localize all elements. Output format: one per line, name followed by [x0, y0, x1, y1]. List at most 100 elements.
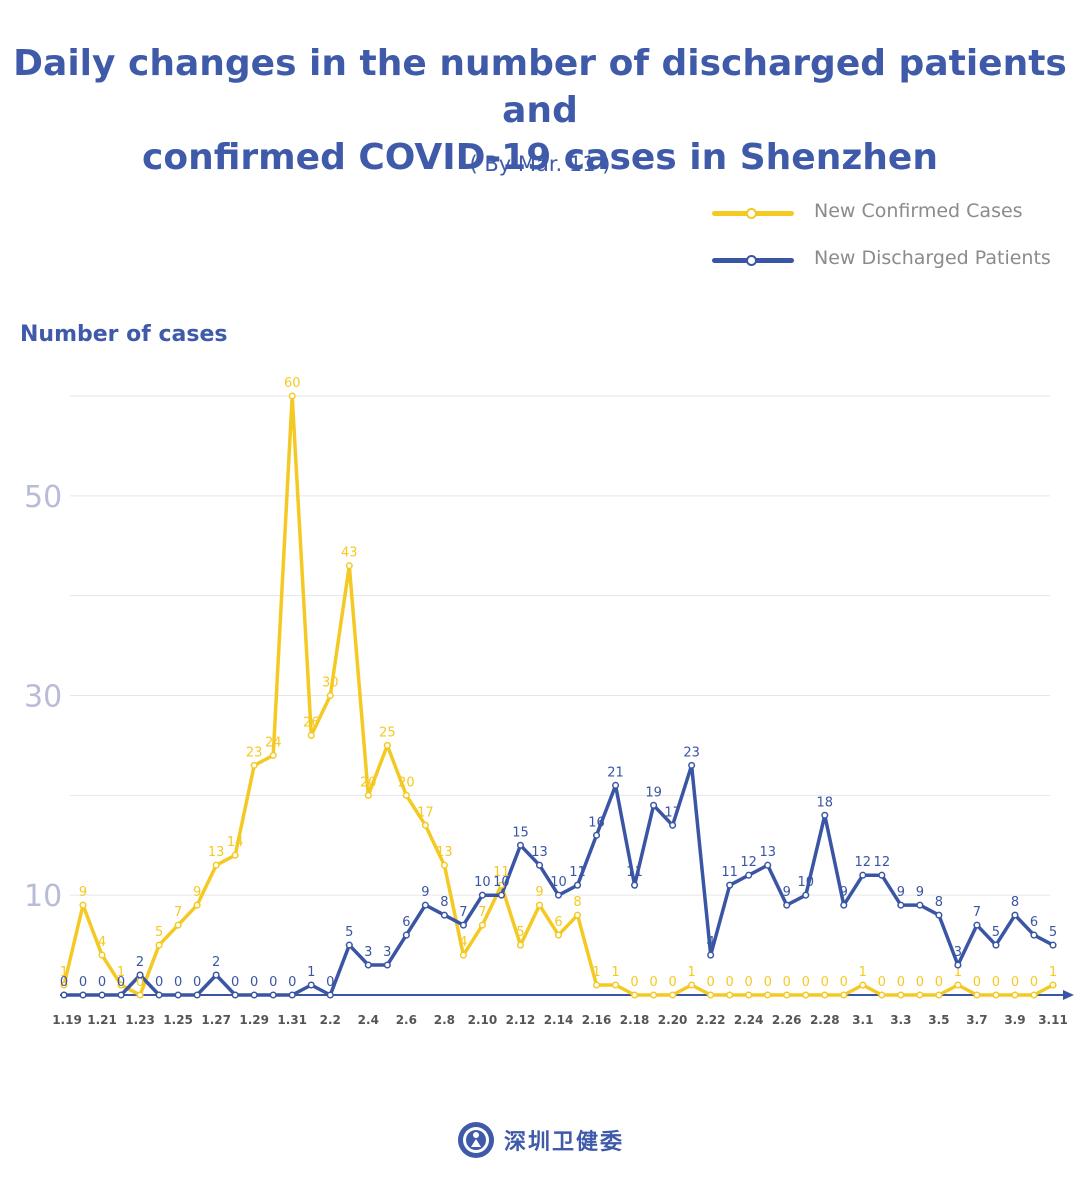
data-label-confirmed: 20: [360, 775, 377, 790]
data-point-confirmed: [688, 981, 696, 989]
data-label-confirmed: 0: [973, 975, 981, 990]
data-point-confirmed: [802, 991, 810, 999]
data-label-confirmed: 1: [60, 965, 68, 980]
data-point-confirmed: [231, 851, 239, 859]
data-point-discharged: [935, 911, 943, 919]
data-label-confirmed: 0: [726, 975, 734, 990]
data-label-discharged: 11: [569, 865, 586, 880]
data-point-confirmed: [212, 861, 220, 869]
data-label-confirmed: 9: [193, 885, 201, 900]
chart-title: Daily changes in the number of discharge…: [0, 40, 1080, 181]
data-point-confirmed: [364, 791, 372, 799]
data-label-confirmed: 0: [630, 975, 638, 990]
x-tick-label: 3.3: [890, 1013, 911, 1027]
data-label-confirmed: 0: [649, 975, 657, 990]
data-point-confirmed: [650, 991, 658, 999]
data-point-confirmed: [535, 901, 544, 909]
data-label-discharged: 0: [193, 975, 201, 990]
legend-marker-confirmed: [746, 208, 757, 219]
x-tick-label: 2.16: [582, 1013, 612, 1027]
data-label-confirmed: 0: [136, 975, 144, 990]
data-label-confirmed: 0: [935, 975, 943, 990]
data-point-discharged: [764, 861, 772, 869]
data-point-discharged: [98, 991, 106, 999]
data-point-discharged: [840, 901, 848, 909]
data-point-discharged: [478, 891, 486, 899]
x-tick-label: 1.19: [52, 1013, 82, 1027]
data-point-confirmed: [288, 392, 296, 400]
data-point-confirmed: [745, 991, 753, 999]
chart-title-line-2: confirmed COVID-19 cases in Shenzhen: [142, 137, 938, 178]
data-point-discharged: [707, 951, 715, 959]
data-point-discharged: [592, 831, 601, 839]
data-point-discharged: [1049, 941, 1057, 949]
data-point-discharged: [60, 991, 68, 999]
data-point-confirmed: [478, 921, 486, 929]
data-label-confirmed: 26: [303, 715, 320, 730]
data-label-confirmed: 0: [802, 975, 810, 990]
y-tick-label: 50: [24, 480, 62, 515]
data-label-confirmed: 0: [668, 975, 676, 990]
data-point-discharged: [193, 991, 201, 999]
x-tick-label: 2.22: [696, 1013, 726, 1027]
data-point-confirmed: [193, 901, 201, 909]
data-label-confirmed: 6: [554, 915, 562, 930]
data-point-confirmed: [573, 911, 582, 919]
x-tick-label: 3.9: [1004, 1013, 1025, 1027]
data-point-confirmed: [973, 991, 981, 999]
data-point-confirmed: [916, 991, 924, 999]
data-point-confirmed: [516, 941, 525, 949]
x-tick-label: 1.27: [201, 1013, 231, 1027]
data-point-discharged: [250, 991, 258, 999]
data-point-confirmed: [383, 741, 391, 749]
x-axis-arrow-icon: [1063, 990, 1074, 1000]
data-point-discharged: [726, 881, 734, 889]
y-tick-label: 30: [24, 680, 62, 715]
data-label-discharged: 9: [897, 885, 905, 900]
data-label-confirmed: 0: [764, 975, 772, 990]
data-point-discharged: [954, 961, 962, 969]
data-point-discharged: [307, 981, 315, 989]
data-label-discharged: 13: [531, 845, 548, 860]
data-label-discharged: 1: [307, 965, 315, 980]
data-label-confirmed: 0: [1011, 975, 1019, 990]
data-point-discharged: [402, 931, 410, 939]
data-point-confirmed: [1030, 991, 1038, 999]
data-point-discharged: [992, 941, 1000, 949]
data-point-discharged: [688, 761, 696, 769]
data-label-confirmed: 1: [592, 965, 600, 980]
data-point-discharged: [535, 861, 544, 869]
data-label-discharged: 10: [797, 875, 814, 890]
x-tick-label: 2.10: [468, 1013, 498, 1027]
data-label-confirmed: 0: [783, 975, 791, 990]
legend-label-confirmed: New Confirmed Cases: [814, 200, 1023, 222]
data-point-confirmed: [155, 941, 163, 949]
data-label-confirmed: 11: [493, 865, 510, 880]
data-label-discharged: 6: [402, 915, 410, 930]
data-label-discharged: 12: [740, 855, 757, 870]
data-label-confirmed: 0: [840, 975, 848, 990]
data-point-discharged: [383, 961, 391, 969]
data-label-discharged: 7: [459, 905, 467, 920]
data-point-confirmed: [897, 991, 905, 999]
data-point-discharged: [269, 991, 277, 999]
data-point-discharged: [821, 811, 829, 819]
data-label-confirmed: 0: [897, 975, 905, 990]
data-point-discharged: [745, 871, 753, 879]
data-label-discharged: 8: [1011, 895, 1019, 910]
data-point-confirmed: [935, 991, 943, 999]
x-tick-label: 1.29: [239, 1013, 269, 1027]
data-label-discharged: 10: [474, 875, 491, 890]
data-label-confirmed: 5: [155, 925, 163, 940]
data-label-confirmed: 1: [859, 965, 867, 980]
data-point-confirmed: [859, 981, 867, 989]
data-point-confirmed: [250, 761, 258, 769]
data-point-confirmed: [821, 991, 829, 999]
data-point-confirmed: [878, 991, 886, 999]
data-label-confirmed: 1: [611, 965, 619, 980]
data-label-confirmed: 0: [992, 975, 1000, 990]
x-tick-label: 3.11: [1038, 1013, 1068, 1027]
data-label-confirmed: 7: [174, 905, 182, 920]
data-point-confirmed: [497, 881, 505, 889]
data-label-discharged: 0: [174, 975, 182, 990]
